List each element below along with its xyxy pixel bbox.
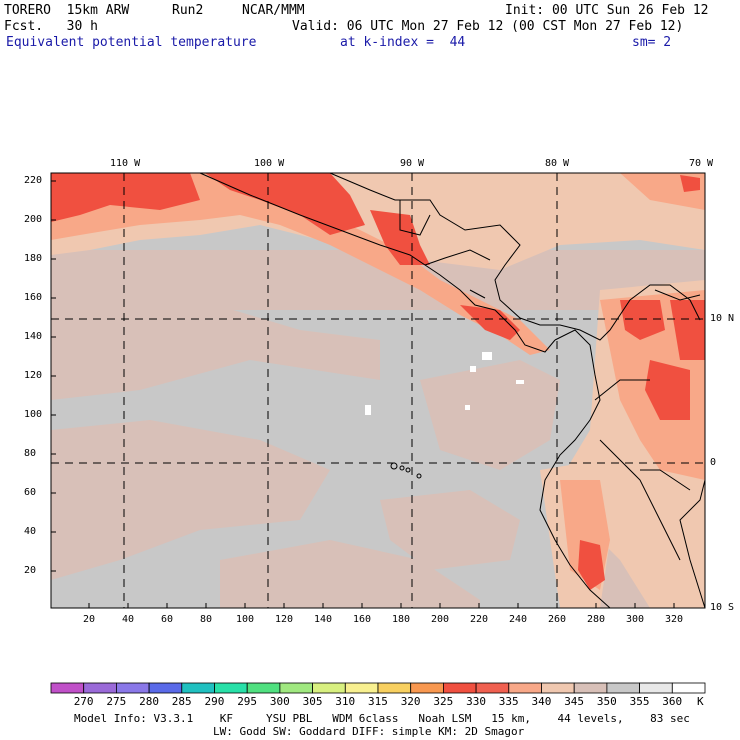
colorbar-tick-label: 355 [629,695,650,708]
colorbar-swatch [312,682,346,694]
colorbar-tick-label: 315 [368,695,388,708]
init-time: Init: 00 UTC Sun 26 Feb 12 [505,3,709,18]
colorbar-swatch [344,682,379,694]
y-tick-label: 20 [24,565,37,576]
x-tick-label: 200 [431,614,450,625]
x-tick-label: 220 [470,614,489,625]
white-spots [365,352,524,415]
colorbar-tick-label: 280 [139,695,159,708]
level-label: at k-index = 44 [340,35,466,50]
colorbar-tick-label: 270 [73,695,94,708]
colorbar-swatch [508,682,542,694]
y-tick-label: 220 [24,175,43,186]
colorbar-tick-label: 325 [433,695,454,708]
colorbar-swatch [50,682,85,694]
tick-marks [51,180,675,608]
colorbar-swatch [573,682,608,694]
y-tick-label: 80 [24,448,37,459]
x-tick-label: 320 [665,614,684,625]
coastlines [199,172,706,609]
colorbar-swatch [83,682,117,694]
y-tick-label: 140 [24,331,43,342]
org-label: NCAR/MMM [242,3,305,18]
colorbar [50,682,706,694]
colorbar-swatch [639,682,673,694]
colorbar-tick-label: 320 [400,695,421,708]
x-tick-label: 160 [353,614,372,625]
colorbar-tick-label: 300 [269,695,290,708]
model-info: Model Info: V3.3.1 KF YSU PBL WDM 6class… [74,712,690,725]
colorbar-swatch [148,682,183,694]
lat-label-0: 0 [710,457,717,468]
colorbar-swatch [246,682,281,694]
colorbar-swatch [541,682,575,694]
y-tick-label: 60 [24,487,37,498]
colorbar-swatch [214,682,248,694]
x-tick-label: 80 [200,614,213,625]
colorbar-swatch [279,682,313,694]
grid-lines [51,173,705,608]
map-frame [50,172,706,609]
physics-info: LW: Godd SW: Goddard DIFF: simple KM: 2D… [213,725,525,738]
colorbar-tick-label: 310 [335,695,356,708]
lon-label-80w: 80 W [545,158,570,169]
colorbar-swatch [116,682,150,694]
colorbar-swatch [410,682,444,694]
y-tick-label: 180 [24,253,43,264]
y-tick-label: 40 [24,526,37,537]
red-field [51,173,705,590]
x-tick-label: 260 [548,614,567,625]
x-tick-label: 60 [161,614,174,625]
colorbar-swatch [181,682,215,694]
lat-label-10n: 10 N [710,313,735,324]
x-tick-label: 140 [314,614,333,625]
lon-label-90w: 90 W [400,158,425,169]
colorbar-swatch [671,682,706,694]
y-tick-label: 120 [24,370,43,381]
colorbar-tick-label: 285 [171,695,192,708]
y-tick-label: 100 [24,409,43,420]
colorbar-tick-label: 290 [204,695,225,708]
lon-label-110w: 110 W [110,158,141,169]
lat-label-10s: 10 S [710,602,735,613]
smoothing-label: sm= 2 [632,35,672,50]
colorbar-tick-label: 345 [564,695,585,708]
y-tick-label: 200 [24,214,43,225]
x-tick-label: 120 [275,614,294,625]
colorbar-tick-label: 275 [106,695,127,708]
x-tick-label: 100 [236,614,255,625]
colorbar-tick-label: 330 [466,695,486,708]
colorbar-unit: K [697,695,704,708]
lon-label-100w: 100 W [254,158,285,169]
colorbar-swatch [377,682,412,694]
run-label: Run2 [172,3,204,18]
model-name: TORERO 15km ARW [4,3,130,18]
y-tick-label: 160 [24,292,43,303]
x-tick-label: 40 [122,614,135,625]
field-name: Equivalent potential temperature [6,35,257,50]
colorbar-tick-label: 335 [498,695,519,708]
x-tick-label: 280 [587,614,606,625]
valid-time: Valid: 06 UTC Mon 27 Feb 12 (00 CST Mon … [292,19,684,34]
lon-label-70w: 70 W [689,158,714,169]
colorbar-tick-label: 360 [662,695,683,708]
colorbar-tick-label: 305 [302,695,323,708]
x-tick-label: 180 [392,614,411,625]
colorbar-tick-label: 340 [531,695,552,708]
colorbar-swatch [442,682,477,694]
x-tick-label: 300 [626,614,645,625]
galapagos-islands [390,462,422,479]
colorbar-tick-label: 295 [237,695,258,708]
x-tick-label: 240 [509,614,528,625]
colorbar-swatch [475,682,510,694]
colorbar-swatch [606,682,641,694]
forecast-hour: Fcst. 30 h [4,19,98,34]
x-tick-label: 20 [83,614,96,625]
colorbar-tick-label: 350 [596,695,617,708]
